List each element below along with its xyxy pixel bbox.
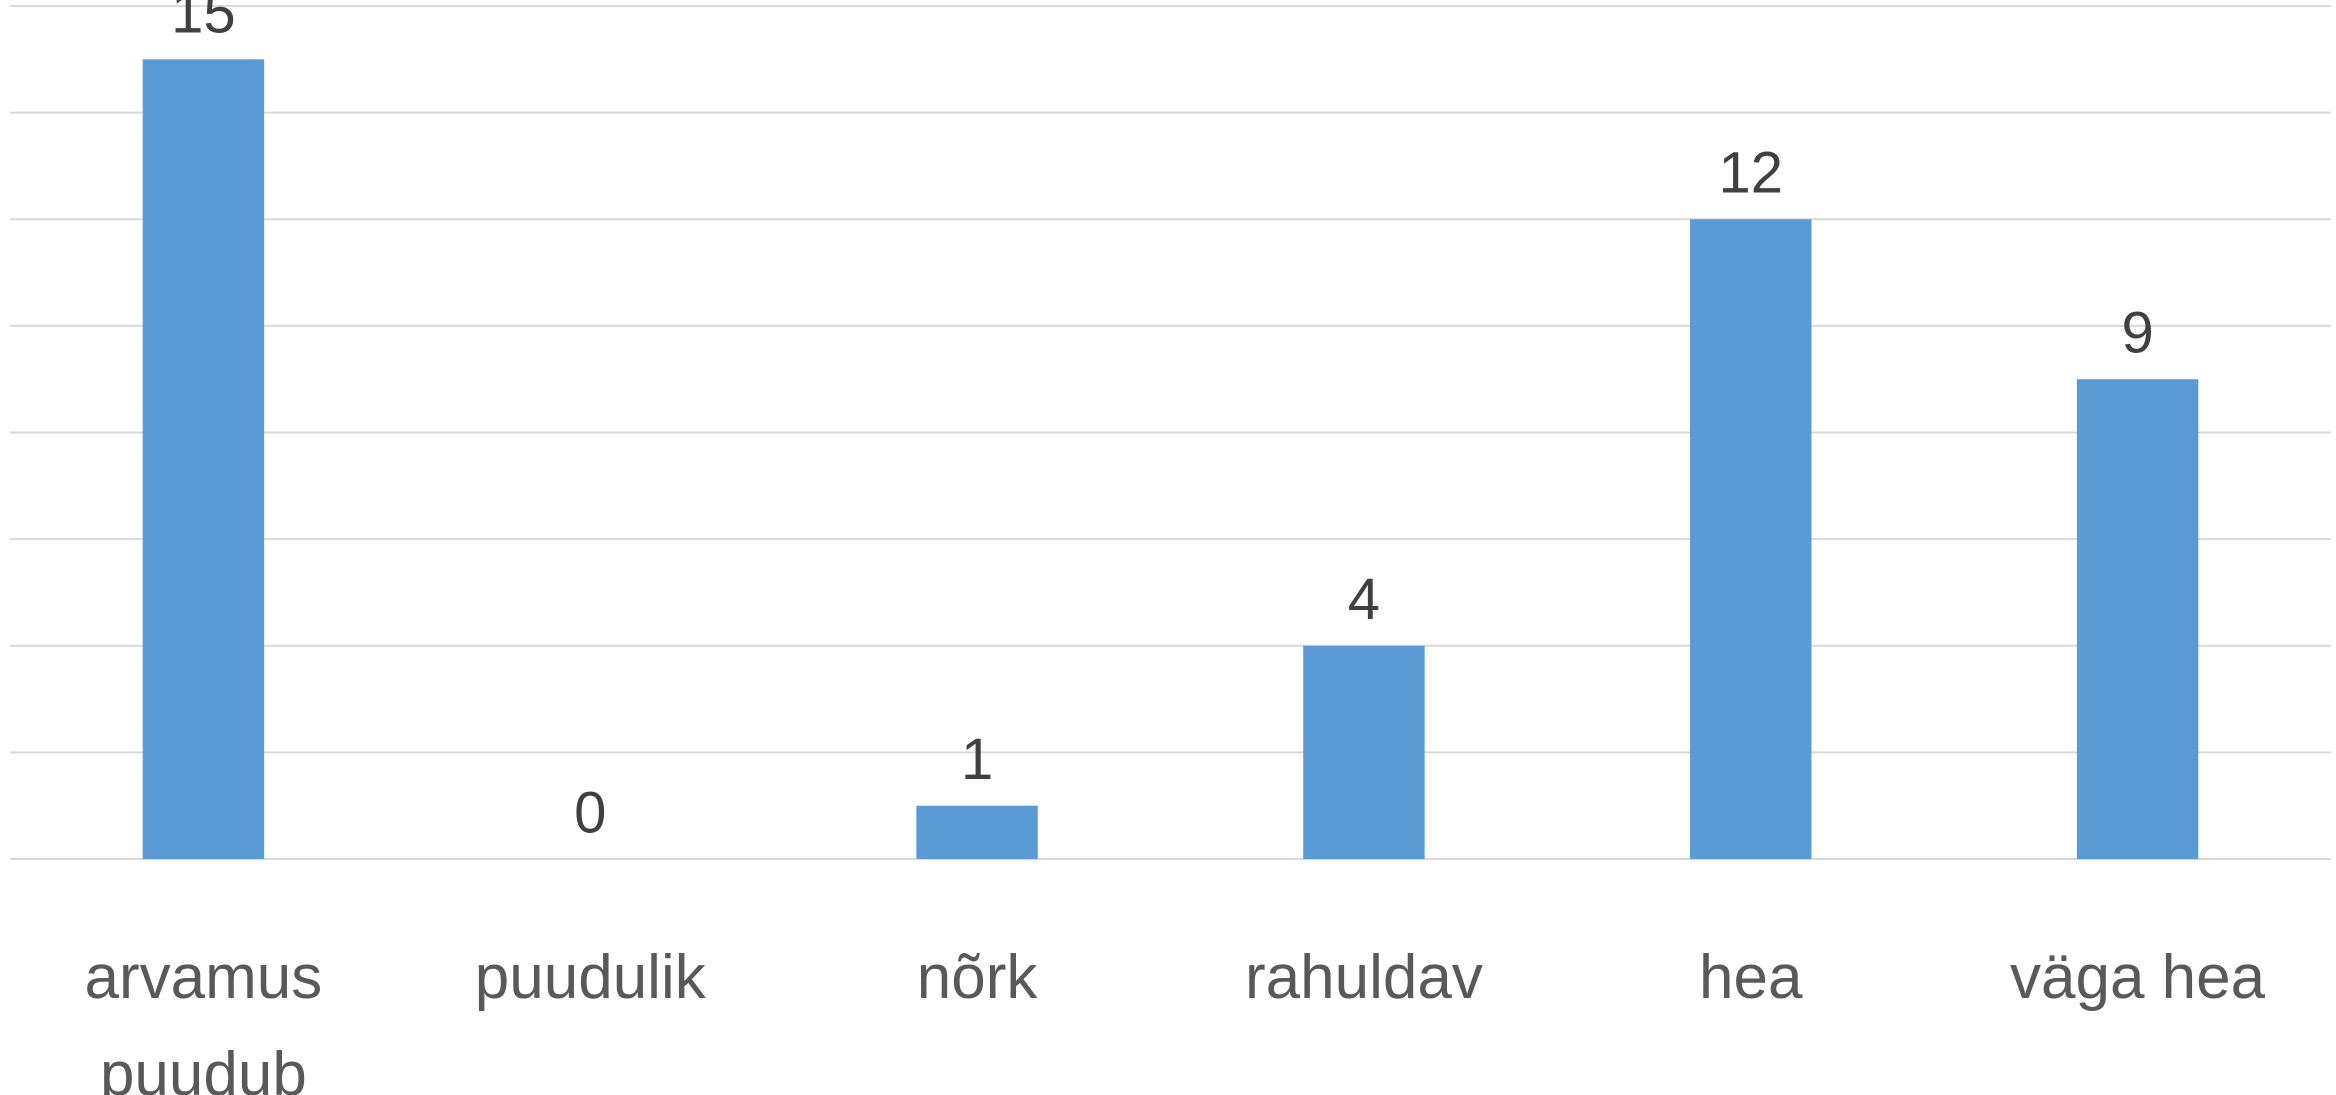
- x-tick-label: arvamus puudub: [84, 943, 323, 1095]
- x-tick-label: hea: [1699, 943, 1803, 1012]
- x-tick-label: rahuldav: [1244, 943, 1483, 1012]
- value-label: 15: [171, 0, 236, 46]
- bar: [1303, 645, 1425, 859]
- value-label: 12: [1718, 141, 1783, 206]
- value-label: 0: [574, 780, 606, 845]
- bar: [916, 805, 1038, 859]
- bar: [142, 59, 265, 859]
- value-label: 1: [961, 727, 993, 792]
- x-tick-label: puudulik: [474, 943, 706, 1012]
- bar: [2076, 379, 2199, 859]
- x-tick-label: nõrk: [916, 943, 1038, 1012]
- bar: [1690, 219, 1812, 859]
- value-label: 9: [2121, 301, 2153, 366]
- x-tick-label: väga hea: [2010, 943, 2266, 1012]
- value-label: 4: [1348, 567, 1380, 632]
